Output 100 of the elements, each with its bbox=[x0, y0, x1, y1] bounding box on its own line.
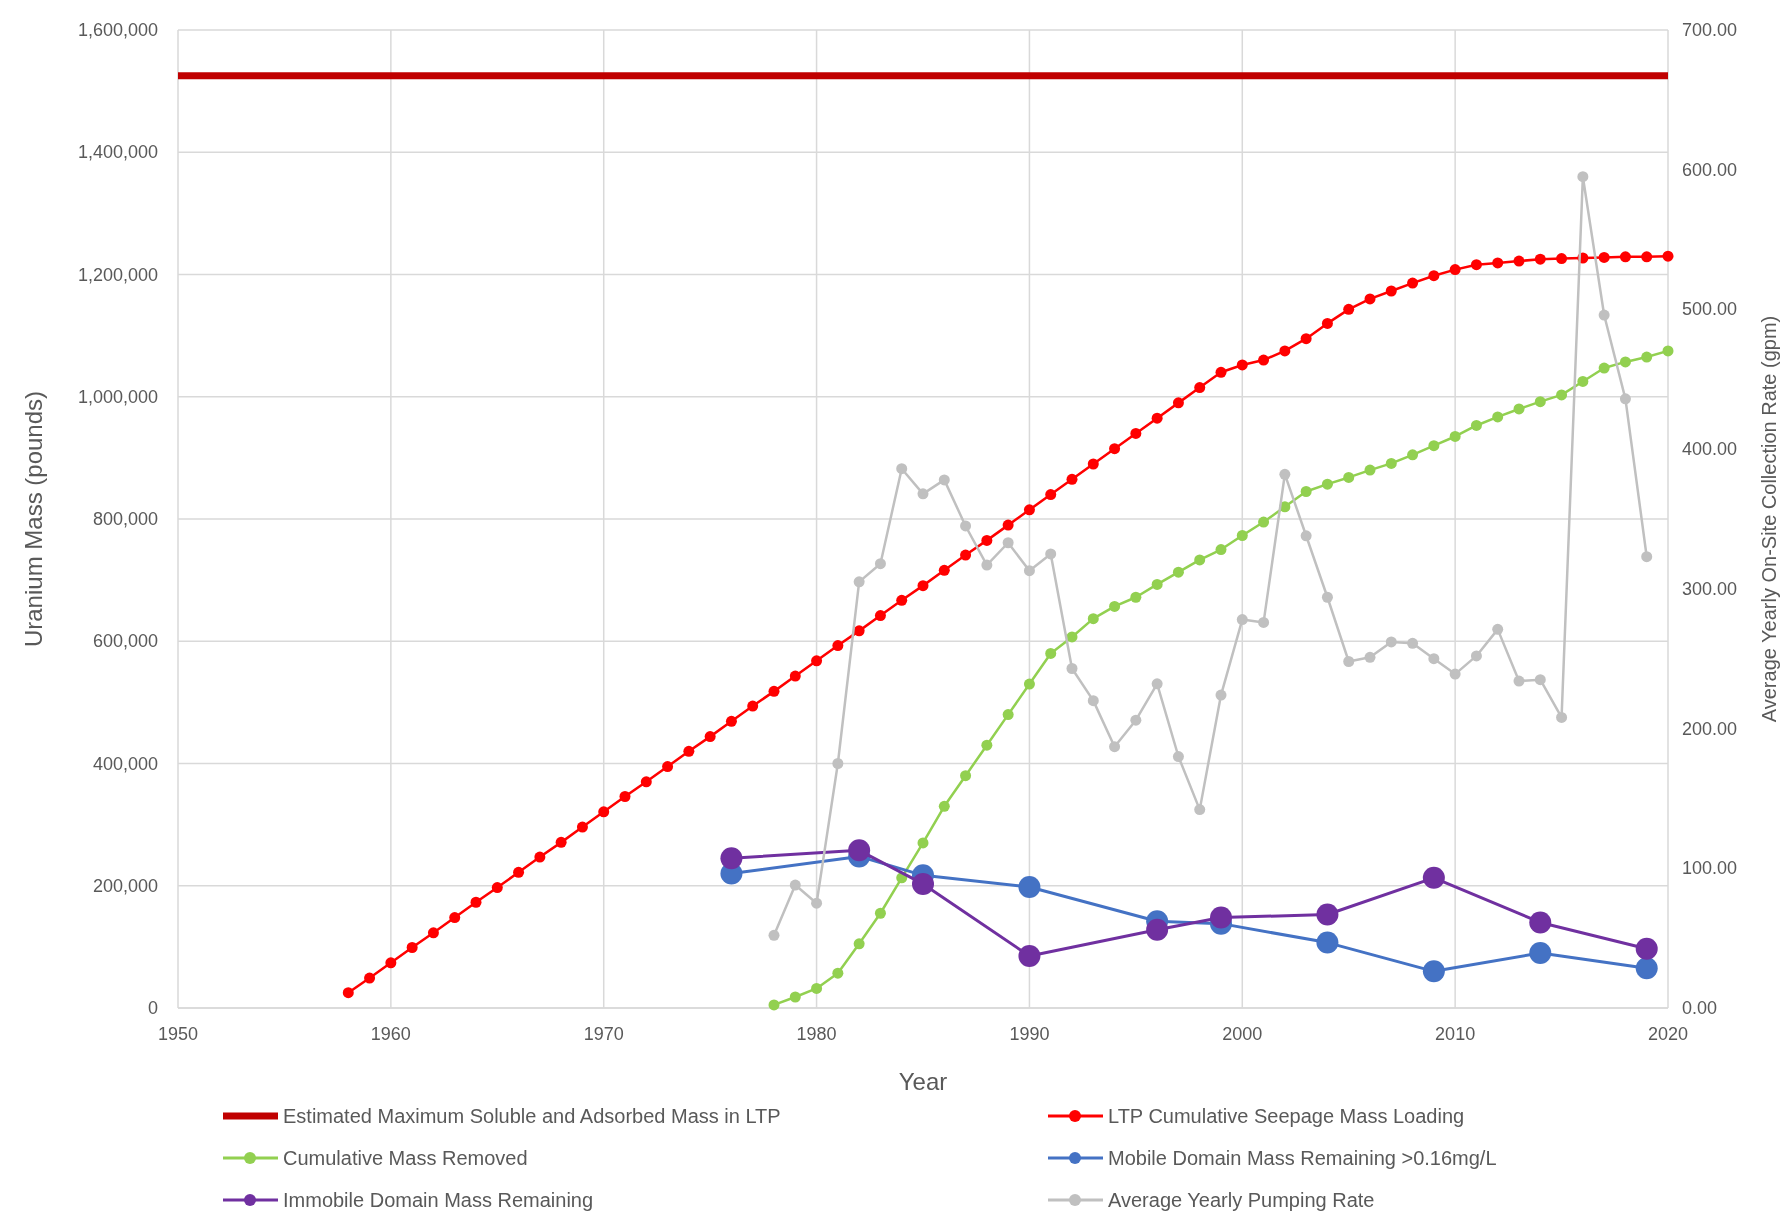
x-tick-label: 2020 bbox=[1647, 1024, 1689, 1044]
point bbox=[1002, 537, 1014, 549]
y-tick-label: 1,200,000 bbox=[77, 264, 158, 285]
point bbox=[981, 559, 993, 571]
x-tick-label: 2000 bbox=[1222, 1024, 1263, 1044]
point bbox=[1109, 600, 1121, 612]
point bbox=[1258, 516, 1270, 528]
point bbox=[1258, 616, 1270, 628]
point bbox=[1422, 960, 1445, 983]
point bbox=[1236, 530, 1248, 541]
x-tick-label: 1960 bbox=[370, 1024, 411, 1044]
point bbox=[1577, 171, 1589, 183]
point bbox=[1087, 695, 1099, 707]
point bbox=[768, 929, 780, 941]
x-tick-label: 1970 bbox=[583, 1024, 624, 1044]
point bbox=[1470, 419, 1482, 431]
point bbox=[1513, 403, 1525, 415]
point bbox=[789, 991, 801, 1003]
y2-axis-title: Average Yearly On-Site Collection Rate (gpm) bbox=[1758, 315, 1780, 723]
point bbox=[1316, 903, 1339, 926]
legend-label: Cumulative Mass Removed bbox=[283, 1147, 528, 1169]
point bbox=[1407, 637, 1419, 649]
point bbox=[1619, 393, 1631, 405]
point bbox=[917, 837, 929, 849]
y2-tick-label: 300.00 bbox=[1682, 578, 1738, 599]
y-axis-title: Uranium Mass (pounds) bbox=[20, 390, 47, 648]
point bbox=[1492, 411, 1504, 423]
point bbox=[938, 474, 950, 486]
point bbox=[1215, 544, 1227, 556]
y2-tick-label: 0.00 bbox=[1682, 998, 1718, 1018]
point bbox=[1172, 751, 1184, 763]
point bbox=[1385, 636, 1397, 648]
legend-label: Mobile Domain Mass Remaining >0.16mg/L bbox=[1108, 1147, 1497, 1169]
point bbox=[1364, 651, 1376, 663]
point bbox=[1529, 911, 1552, 934]
point bbox=[1556, 711, 1568, 723]
y-tick-label: 1,000,000 bbox=[77, 386, 158, 407]
point bbox=[832, 758, 844, 769]
point bbox=[1407, 449, 1419, 461]
point bbox=[1066, 662, 1078, 674]
x-tick-label: 1950 bbox=[157, 1024, 199, 1044]
point bbox=[1300, 485, 1312, 497]
point bbox=[938, 800, 950, 812]
point bbox=[1513, 675, 1525, 687]
point bbox=[1470, 650, 1482, 662]
point bbox=[853, 938, 865, 950]
point bbox=[1194, 554, 1206, 566]
point bbox=[1066, 631, 1078, 643]
point bbox=[1023, 565, 1035, 577]
y-tick-label: 600,000 bbox=[92, 631, 158, 652]
y2-tick-label: 100.00 bbox=[1682, 858, 1738, 879]
point bbox=[1449, 668, 1461, 680]
point bbox=[1146, 918, 1169, 941]
y2-tick-label: 500.00 bbox=[1682, 299, 1738, 320]
point bbox=[1018, 945, 1041, 968]
point bbox=[912, 872, 934, 895]
legend-label: Estimated Maximum Soluble and Adsorbed Mass in LTP bbox=[283, 1105, 781, 1127]
point bbox=[960, 770, 972, 782]
point bbox=[1194, 804, 1206, 816]
point bbox=[811, 982, 823, 994]
point bbox=[896, 463, 908, 475]
point bbox=[1534, 396, 1546, 408]
point bbox=[1529, 941, 1552, 964]
point bbox=[1428, 653, 1440, 665]
point bbox=[1130, 714, 1142, 726]
point bbox=[1002, 709, 1014, 721]
point bbox=[917, 488, 929, 500]
y2-tick-label: 400.00 bbox=[1682, 439, 1738, 460]
point bbox=[1151, 678, 1163, 690]
point bbox=[1385, 457, 1397, 469]
y-tick-label: 1,400,000 bbox=[77, 142, 158, 163]
point bbox=[1210, 906, 1232, 929]
point bbox=[1087, 613, 1099, 625]
point bbox=[1641, 351, 1653, 363]
point bbox=[1045, 548, 1057, 560]
point bbox=[1492, 623, 1504, 635]
y-tick-label: 800,000 bbox=[92, 509, 158, 529]
x-axis-title: Year bbox=[898, 1068, 948, 1095]
point bbox=[1635, 957, 1658, 980]
point bbox=[874, 907, 886, 919]
point bbox=[1343, 471, 1355, 483]
x-tick-label: 2010 bbox=[1435, 1024, 1476, 1044]
point bbox=[1023, 678, 1035, 690]
point bbox=[1556, 389, 1568, 401]
point bbox=[1598, 362, 1610, 374]
point bbox=[768, 999, 780, 1011]
point bbox=[1343, 656, 1355, 668]
point bbox=[1619, 356, 1631, 368]
point bbox=[1321, 591, 1333, 603]
point bbox=[720, 847, 743, 870]
y-tick-label: 400,000 bbox=[92, 753, 158, 774]
point bbox=[1598, 309, 1610, 321]
point bbox=[789, 879, 801, 891]
point bbox=[1130, 591, 1142, 603]
point bbox=[1534, 674, 1546, 686]
y2-tick-label: 600.00 bbox=[1682, 159, 1738, 180]
point bbox=[1215, 689, 1227, 701]
legend-label: Average Yearly Pumping Rate bbox=[1108, 1189, 1375, 1211]
point bbox=[1316, 931, 1339, 954]
point bbox=[1321, 478, 1333, 490]
